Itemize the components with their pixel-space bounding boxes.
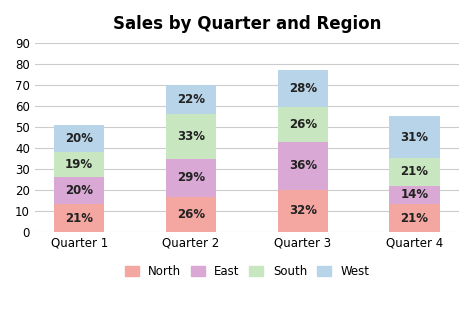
Text: 31%: 31% <box>401 131 428 144</box>
Text: 33%: 33% <box>177 130 205 143</box>
Bar <box>390 204 440 232</box>
Bar <box>166 85 216 114</box>
Text: 26%: 26% <box>289 118 317 131</box>
Bar <box>390 116 440 158</box>
Title: Sales by Quarter and Region: Sales by Quarter and Region <box>113 15 381 33</box>
Bar <box>166 114 216 159</box>
Bar <box>54 152 104 177</box>
Bar <box>278 107 328 142</box>
Bar <box>54 204 104 232</box>
Text: 29%: 29% <box>177 171 205 184</box>
Bar <box>54 177 104 204</box>
Text: 20%: 20% <box>65 132 93 145</box>
Text: 26%: 26% <box>177 208 205 221</box>
Bar <box>278 142 328 190</box>
Text: 28%: 28% <box>289 82 317 95</box>
Text: 32%: 32% <box>289 204 317 217</box>
Bar <box>278 190 328 232</box>
Text: 14%: 14% <box>401 188 428 202</box>
Text: 22%: 22% <box>177 93 205 106</box>
Legend: North, East, South, West: North, East, South, West <box>120 261 374 283</box>
Text: 36%: 36% <box>289 159 317 172</box>
Text: 21%: 21% <box>401 165 428 178</box>
Bar <box>390 186 440 204</box>
Bar <box>54 125 104 152</box>
Text: 20%: 20% <box>65 184 93 197</box>
Text: 19%: 19% <box>65 158 93 171</box>
Bar <box>390 158 440 186</box>
Bar <box>278 70 328 107</box>
Text: 21%: 21% <box>401 212 428 225</box>
Bar <box>166 159 216 197</box>
Text: 21%: 21% <box>65 212 93 225</box>
Bar <box>166 197 216 232</box>
